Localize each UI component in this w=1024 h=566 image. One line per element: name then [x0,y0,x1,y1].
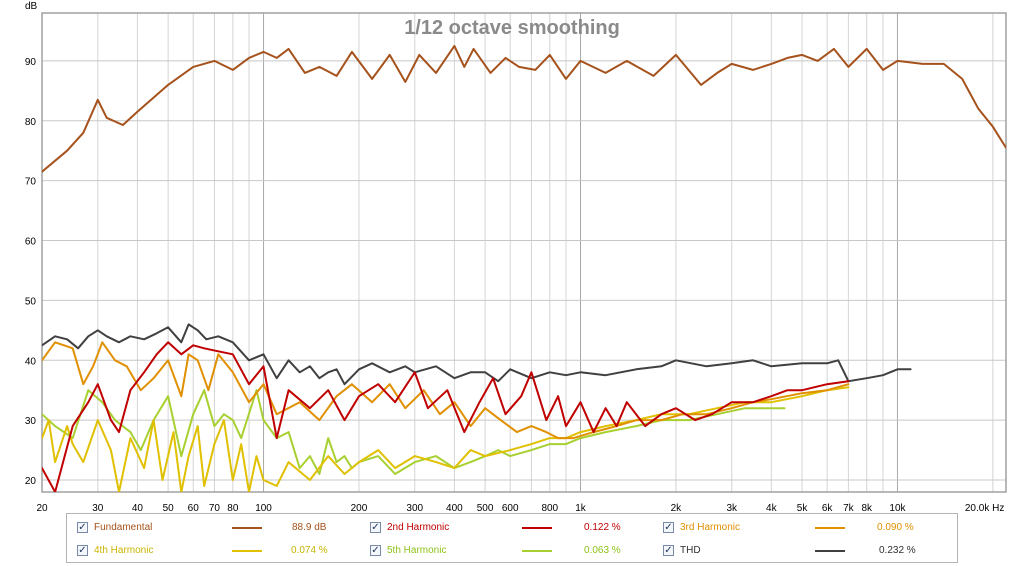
y-tick-label: 30 [25,416,37,427]
x-tick-label: 60 [188,503,200,512]
legend-swatch [232,550,262,552]
legend-swatch [232,527,262,529]
x-tick-label: 70 [209,503,221,512]
legend-label: Fundamental [94,522,153,533]
checkbox-fundamental[interactable]: ✓ [77,522,88,533]
legend-item-2nd-harmonic[interactable]: ✓ 2nd Harmonic 0.122 % [370,520,660,536]
x-tick-label: 7k [843,503,855,512]
legend-label: 4th Harmonic [94,545,154,556]
chart-plot-area[interactable] [42,44,1006,492]
x-tick-label: 400 [446,503,463,512]
x-tick-label: 6k [822,503,834,512]
x-tick-label: 8k [861,503,873,512]
legend-item-4th-harmonic[interactable]: ✓ 4th Harmonic 0.074 % [77,543,367,559]
legend-value: 0.232 % [879,545,916,556]
legend-label: THD [680,545,701,556]
legend-panel: ✓ Fundamental 88.9 dB ✓ 2nd Harmonic 0.1… [66,513,958,563]
checkbox-4th-harmonic[interactable]: ✓ [77,545,88,556]
checkbox-3rd-harmonic[interactable]: ✓ [663,522,674,533]
plot-frame [41,12,1007,493]
series-line-fundamental [42,44,1006,173]
y-tick-label: 50 [25,296,37,307]
legend-item-3rd-harmonic[interactable]: ✓ 3rd Harmonic 0.090 % [663,520,953,536]
series-line-3rd-harmonic [42,341,850,440]
series-line-2nd-harmonic [42,341,850,492]
x-tick-label: 50 [163,503,175,512]
frequency-response-chart: 20 30 40 50 60 70 80 90 20 30 40 50 60 70 80 100 200 300 4… [25,1,1007,512]
legend-value: 0.063 % [584,545,621,556]
y-tick-label: 60 [25,237,37,248]
y-axis-label: dB [25,1,38,12]
x-tick-label: 1k [575,503,587,512]
legend-swatch [522,550,552,552]
x-tick-label: 40 [132,503,144,512]
y-tick-label: 80 [25,117,37,128]
x-tick-label: 5k [797,503,809,512]
x-tick-label: 10k [889,503,906,512]
legend-label: 2nd Harmonic [387,522,450,533]
legend-value: 0.122 % [584,522,621,533]
x-tick-label: 500 [477,503,494,512]
chart-axes: 20 30 40 50 60 70 80 90 20 30 40 50 60 70 80 100 200 300 4… [25,57,1004,512]
x-tick-label: 300 [406,503,423,512]
checkbox-thd[interactable]: ✓ [663,545,674,556]
y-tick-label: 20 [25,476,37,487]
legend-item-5th-harmonic[interactable]: ✓ 5th Harmonic 0.063 % [370,543,660,559]
x-tick-label: 20 [36,503,48,512]
series-line-5th-harmonic [42,389,786,475]
checkbox-5th-harmonic[interactable]: ✓ [370,545,381,556]
x-tick-label: 20.0k Hz [965,503,1004,512]
legend-swatch [815,527,845,529]
x-tick-label: 600 [502,503,519,512]
x-tick-label: 4k [766,503,778,512]
x-tick-label: 3k [726,503,738,512]
x-tick-label: 2k [671,503,683,512]
checkbox-2nd-harmonic[interactable]: ✓ [370,522,381,533]
legend-value: 0.074 % [291,545,328,556]
legend-swatch [522,527,552,529]
legend-label: 3rd Harmonic [680,522,741,533]
chart-title: 1/12 octave smoothing [404,17,620,39]
legend-value: 0.090 % [877,522,914,533]
plot-background [42,13,1006,492]
x-tick-label: 30 [92,503,104,512]
legend-item-thd[interactable]: ✓ THD 0.232 % [663,543,953,559]
x-tick-label: 80 [227,503,239,512]
x-tick-label: 100 [255,503,272,512]
x-tick-label: 200 [351,503,368,512]
y-tick-label: 70 [25,177,37,188]
x-tick-label: 800 [541,503,558,512]
series-line-thd [42,323,912,386]
y-tick-label: 40 [25,356,37,367]
legend-value: 88.9 dB [292,522,327,533]
legend-item-fundamental[interactable]: ✓ Fundamental 88.9 dB [77,520,367,536]
legend-swatch [815,550,845,552]
y-tick-label: 90 [25,57,37,68]
legend-label: 5th Harmonic [387,545,447,556]
chart-grid [41,12,1007,493]
